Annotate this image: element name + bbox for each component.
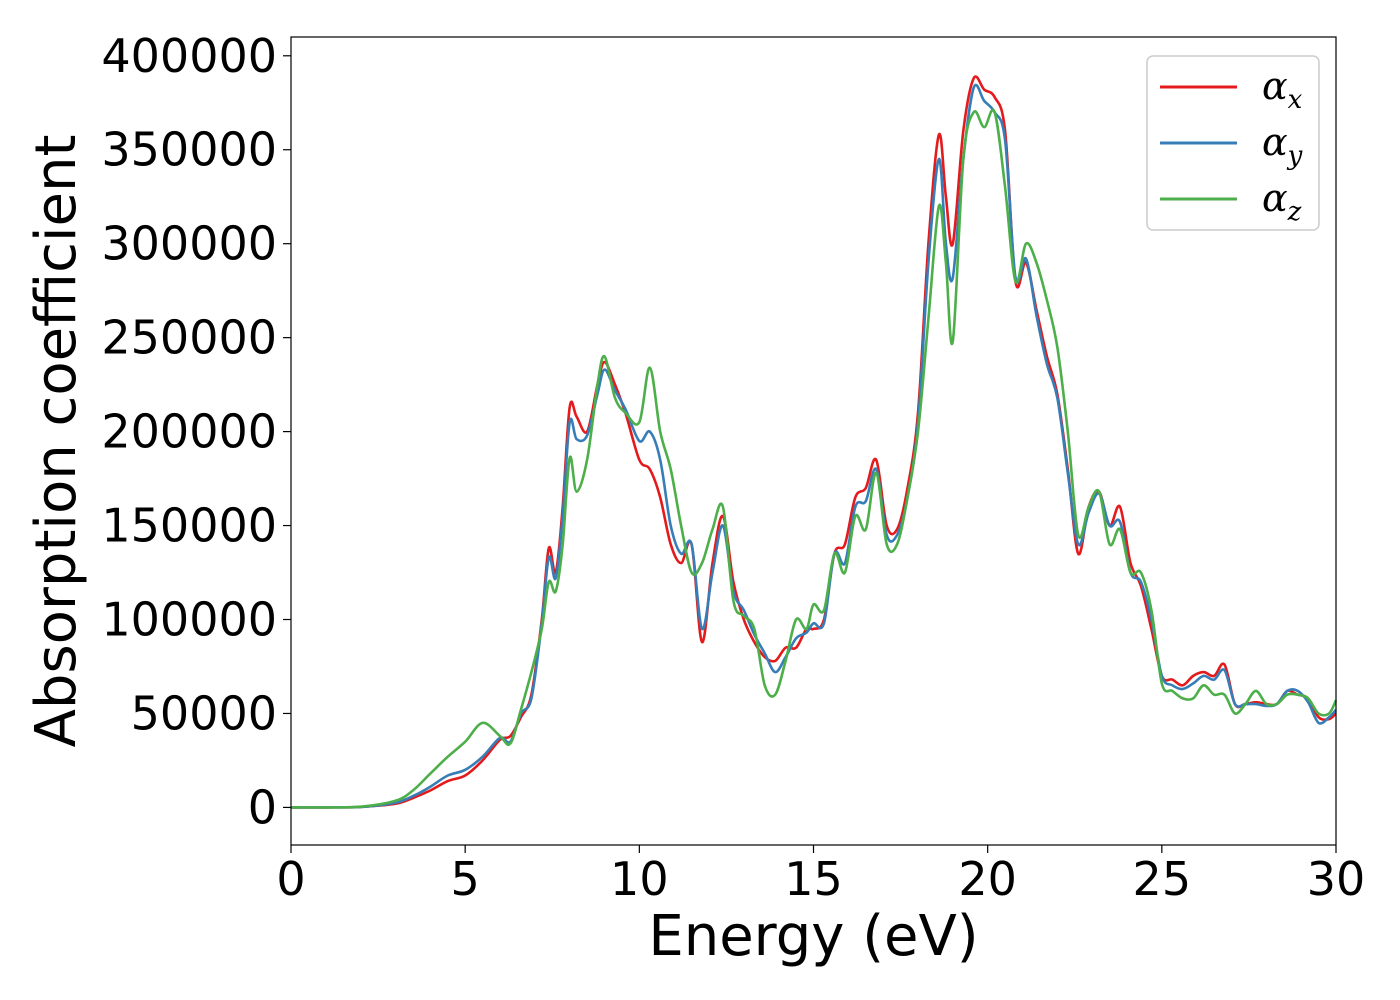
y-axis: 0 50000 100000 150000 200000 250000 300000 3500… [101, 29, 291, 834]
x-axis: 0 5 10 15 20 25 30 [276, 845, 1365, 906]
legend-label-base: α [1262, 176, 1288, 220]
legend-label-subscript: z [1287, 197, 1302, 227]
series-line-y [290, 83, 1337, 809]
x-tick-label: 10 [610, 852, 669, 906]
y-tick-label: 50000 [131, 686, 277, 740]
x-tick-label: 0 [276, 852, 305, 906]
x-tick-label: 5 [451, 852, 480, 906]
series-line-z [290, 108, 1338, 809]
x-axis-title: Energy (eV) [648, 904, 978, 969]
legend-label-subscript: y [1287, 141, 1303, 171]
legend-label-x: αx [1262, 64, 1303, 115]
legend-label-subscript: x [1288, 85, 1303, 115]
y-tick-label: 200000 [101, 405, 277, 459]
y-tick-label: 400000 [101, 29, 277, 83]
x-tick-label: 20 [958, 852, 1017, 906]
x-tick-label: 30 [1307, 852, 1366, 906]
legend-label-base: α [1262, 64, 1288, 108]
x-tick-label: 25 [1133, 852, 1192, 906]
y-tick-label: 150000 [101, 499, 277, 553]
y-tick-label: 250000 [101, 311, 277, 365]
y-tick-label: 0 [248, 780, 277, 834]
y-axis-title: Absorption coefficient [24, 135, 89, 748]
legend-label-base: α [1262, 120, 1288, 164]
legend-label-z: αz [1262, 176, 1302, 227]
x-tick-label: 15 [784, 852, 843, 906]
legend-label-y: αy [1262, 120, 1303, 171]
y-tick-label: 100000 [101, 593, 277, 647]
series-layer [290, 75, 1338, 809]
y-tick-label: 350000 [101, 123, 277, 177]
y-tick-label: 300000 [101, 217, 277, 271]
